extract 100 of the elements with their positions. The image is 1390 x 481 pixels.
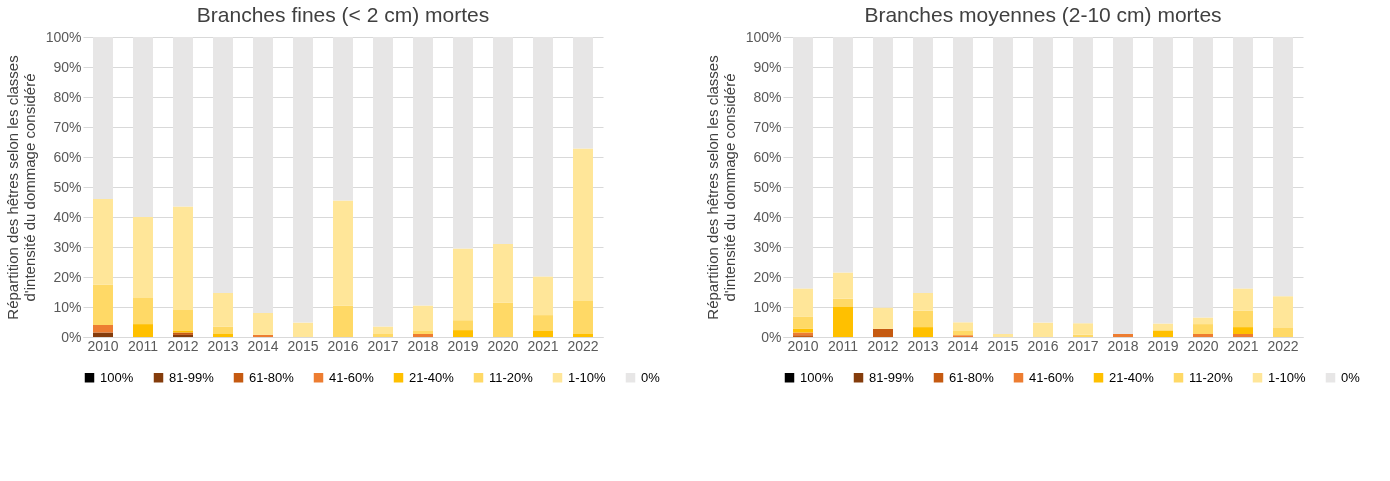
x-tick-label: 2016 (1027, 337, 1059, 354)
x-tick-label: 2018 (1107, 337, 1139, 354)
bar (953, 331, 973, 336)
bar (1113, 334, 1133, 337)
y-tick-label: 10% (753, 298, 782, 315)
bar (173, 206, 193, 310)
y-tick-label: 10% (53, 298, 82, 315)
y-tick-label: 0% (61, 328, 82, 345)
y-tick-label: 70% (53, 118, 82, 135)
bar (453, 320, 473, 331)
bar (453, 37, 473, 249)
y-tick-label: 80% (53, 88, 82, 105)
bar (573, 301, 593, 334)
legend-label: 100% (800, 369, 834, 385)
bar (413, 305, 433, 331)
bar (293, 322, 313, 337)
bar (833, 272, 853, 299)
bar (873, 307, 893, 329)
y-tick-label: 0% (761, 328, 782, 345)
y-tick-label: 90% (753, 58, 782, 75)
y-tick-label: 70% (753, 118, 782, 135)
x-tick-label: 2012 (867, 337, 899, 354)
bar (1233, 288, 1253, 311)
legend-label: 0% (1341, 369, 1361, 385)
bar (253, 37, 273, 313)
legend-label: 61-80% (949, 369, 995, 385)
x-tick-label: 2014 (947, 337, 979, 354)
bar (133, 324, 153, 337)
y-tick-label: 100% (745, 28, 782, 45)
x-tick-label: 2010 (87, 337, 119, 354)
x-tick-label: 2013 (207, 337, 239, 354)
legend-label: 41-60% (329, 369, 375, 385)
bar (1193, 37, 1213, 318)
y-tick-label: 20% (753, 268, 782, 285)
bar (533, 315, 553, 331)
bar (213, 333, 233, 337)
bar (793, 316, 813, 329)
bar (93, 284, 113, 325)
bar (493, 302, 513, 337)
x-tick-label: 2011 (827, 337, 859, 354)
bar (93, 37, 113, 199)
bar (133, 298, 153, 325)
x-tick-label: 2016 (327, 337, 359, 354)
bar (453, 248, 473, 321)
y-tick-label: 40% (53, 208, 82, 225)
bar (493, 244, 513, 303)
bar (873, 328, 893, 337)
bar (333, 305, 353, 337)
x-tick-label: 2014 (247, 337, 279, 354)
bar (93, 199, 113, 285)
bar (1273, 328, 1293, 337)
x-tick-label: 2022 (1267, 337, 1299, 354)
legend-label: 1-10% (568, 369, 607, 385)
x-tick-label: 2020 (487, 337, 519, 354)
x-tick-label: 2019 (1147, 337, 1179, 354)
y-tick-label: 50% (753, 178, 782, 195)
bar (1233, 37, 1253, 289)
bar (793, 37, 813, 289)
bar (573, 333, 593, 337)
x-tick-label: 2022 (567, 337, 599, 354)
bar (913, 292, 933, 311)
y-tick-label: 60% (53, 148, 82, 165)
bar (953, 322, 973, 331)
bar (1193, 317, 1213, 325)
bar (373, 334, 393, 337)
bar (333, 200, 353, 306)
bar (1073, 323, 1093, 335)
bar (133, 37, 153, 217)
bar (1233, 310, 1253, 328)
x-tick-label: 2013 (907, 337, 939, 354)
y-tick-label: 90% (53, 58, 82, 75)
bar (1073, 37, 1093, 324)
bar (913, 327, 933, 337)
bar (173, 37, 193, 207)
x-tick-label: 2021 (527, 337, 559, 354)
x-tick-label: 2017 (367, 337, 399, 354)
bar (533, 276, 553, 316)
legend-label: 1-10% (1268, 369, 1307, 385)
y-tick-label: 60% (753, 148, 782, 165)
y-tick-label: 100% (45, 28, 82, 45)
x-tick-label: 2011 (127, 337, 159, 354)
bar (793, 288, 813, 317)
bar (1273, 37, 1293, 297)
y-tick-label: 50% (53, 178, 82, 195)
bar (253, 334, 273, 337)
bar (1153, 37, 1173, 324)
bar (213, 37, 233, 293)
bar (493, 37, 513, 244)
bar (953, 37, 973, 323)
bar (1193, 334, 1213, 337)
bar (833, 306, 853, 337)
legend-label: 11-20% (1189, 369, 1234, 385)
legend-label: 21-40% (1109, 369, 1155, 385)
bar (413, 37, 433, 306)
x-tick-label: 2012 (167, 337, 199, 354)
bar (533, 37, 553, 277)
y-tick-label: 40% (753, 208, 782, 225)
bar (253, 313, 273, 335)
bar (333, 37, 353, 201)
legend-label: 100% (100, 369, 134, 385)
